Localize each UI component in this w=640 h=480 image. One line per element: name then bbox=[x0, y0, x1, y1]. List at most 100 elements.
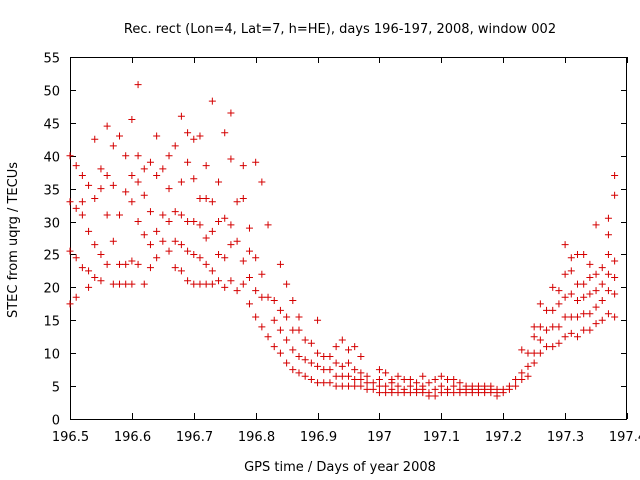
data-point bbox=[78, 264, 86, 272]
data-point bbox=[345, 359, 352, 367]
data-point bbox=[604, 287, 612, 295]
data-point bbox=[425, 389, 433, 397]
y-tick-label: 20 bbox=[43, 282, 60, 297]
data-point bbox=[116, 280, 124, 288]
x-tick-label: 197.1 bbox=[423, 430, 460, 445]
data-point bbox=[184, 158, 192, 166]
data-point bbox=[276, 260, 284, 268]
data-point bbox=[536, 349, 544, 357]
data-point bbox=[252, 254, 260, 262]
data-point bbox=[233, 198, 241, 206]
data-point bbox=[573, 297, 581, 305]
data-point bbox=[258, 178, 266, 186]
data-point bbox=[295, 352, 303, 360]
data-point bbox=[573, 250, 581, 258]
data-point bbox=[208, 198, 216, 206]
data-point bbox=[245, 273, 253, 281]
data-point bbox=[604, 214, 612, 222]
data-point bbox=[518, 376, 526, 384]
data-point bbox=[573, 280, 581, 288]
data-point bbox=[165, 152, 173, 160]
data-point bbox=[122, 280, 130, 288]
data-point bbox=[567, 290, 575, 298]
data-point bbox=[177, 241, 185, 249]
data-point bbox=[530, 333, 538, 341]
x-tick-label: 197.4 bbox=[609, 430, 640, 445]
data-point bbox=[116, 211, 124, 219]
data-point bbox=[567, 329, 575, 337]
data-point bbox=[295, 326, 303, 334]
data-point bbox=[530, 349, 538, 357]
data-point bbox=[375, 366, 383, 374]
data-point bbox=[171, 142, 179, 150]
data-point bbox=[382, 382, 390, 390]
data-point bbox=[270, 297, 278, 305]
data-point bbox=[140, 280, 148, 288]
x-tick-label: 196.5 bbox=[52, 430, 89, 445]
data-point bbox=[530, 323, 538, 331]
data-point bbox=[592, 303, 600, 311]
data-point bbox=[499, 385, 507, 393]
data-point bbox=[190, 280, 198, 288]
data-point bbox=[202, 234, 210, 242]
data-point bbox=[301, 372, 309, 380]
data-point bbox=[400, 376, 408, 384]
data-point bbox=[177, 267, 185, 275]
data-point bbox=[196, 132, 204, 140]
data-point bbox=[493, 385, 501, 393]
data-point bbox=[239, 257, 247, 265]
data-point bbox=[140, 231, 148, 239]
data-point bbox=[611, 257, 619, 265]
data-point bbox=[109, 280, 117, 288]
data-point bbox=[586, 290, 594, 298]
data-point bbox=[314, 362, 322, 370]
data-point bbox=[134, 218, 142, 226]
data-point bbox=[66, 300, 74, 308]
data-point bbox=[103, 122, 111, 130]
data-point bbox=[555, 300, 563, 308]
data-point bbox=[264, 333, 272, 341]
x-tick-label: 196.8 bbox=[238, 430, 275, 445]
data-point bbox=[332, 382, 340, 390]
data-point bbox=[184, 218, 192, 226]
data-point bbox=[221, 283, 229, 291]
data-point bbox=[227, 109, 235, 117]
data-point bbox=[227, 155, 235, 163]
data-point bbox=[456, 379, 464, 387]
data-point bbox=[549, 323, 557, 331]
data-point bbox=[462, 382, 470, 390]
x-tick-label: 196.7 bbox=[176, 430, 213, 445]
data-point bbox=[406, 376, 414, 384]
data-point bbox=[283, 280, 291, 288]
data-point bbox=[580, 280, 588, 288]
data-point bbox=[78, 211, 86, 219]
data-point bbox=[586, 326, 594, 334]
data-point bbox=[146, 241, 154, 249]
data-point bbox=[165, 218, 173, 226]
data-point bbox=[208, 280, 216, 288]
data-point bbox=[171, 208, 179, 216]
data-point bbox=[177, 178, 185, 186]
data-point bbox=[307, 359, 315, 367]
data-point bbox=[264, 221, 272, 229]
data-point bbox=[239, 280, 247, 288]
data-point bbox=[357, 369, 365, 377]
data-point bbox=[586, 260, 594, 268]
data-point bbox=[505, 382, 513, 390]
data-point bbox=[66, 247, 74, 255]
data-point bbox=[289, 366, 297, 374]
data-point bbox=[283, 336, 291, 344]
data-point bbox=[604, 270, 612, 278]
data-point bbox=[598, 280, 606, 288]
data-point bbox=[382, 369, 390, 377]
data-point bbox=[456, 385, 464, 393]
data-point bbox=[227, 221, 235, 229]
data-point bbox=[332, 372, 340, 380]
data-point bbox=[171, 264, 179, 272]
y-tick-label: 50 bbox=[43, 85, 60, 100]
data-point bbox=[567, 267, 575, 275]
data-point bbox=[177, 211, 185, 219]
data-point bbox=[481, 382, 489, 390]
data-point bbox=[555, 323, 563, 331]
